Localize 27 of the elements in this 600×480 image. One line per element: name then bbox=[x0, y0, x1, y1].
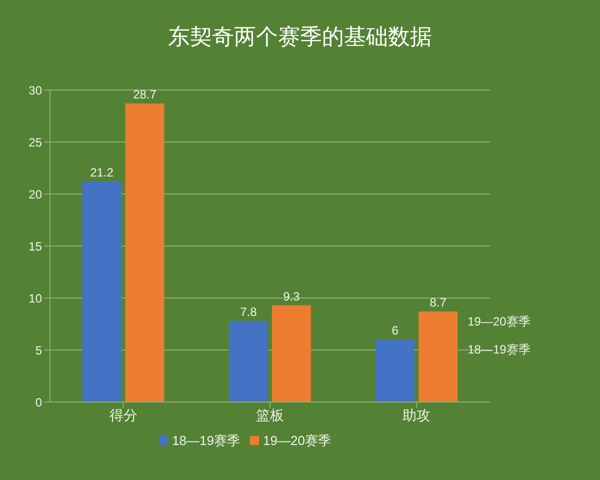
y-tick-label: 15 bbox=[28, 239, 42, 254]
x-tick-label: 篮板 bbox=[256, 406, 284, 423]
data-label: 6 bbox=[392, 324, 399, 338]
text: 18—19赛季 bbox=[468, 342, 530, 357]
data-label: 28.7 bbox=[133, 88, 157, 102]
text: 19—20赛季 bbox=[468, 314, 530, 329]
y-tick-label: 0 bbox=[35, 395, 42, 410]
x-tick-label: 得分 bbox=[109, 406, 138, 423]
bar bbox=[228, 320, 268, 402]
bar bbox=[376, 340, 415, 402]
data-label: 21.2 bbox=[90, 166, 114, 180]
legend-label: 18—19赛季 bbox=[172, 433, 240, 448]
data-label: 7.8 bbox=[240, 304, 258, 319]
data-label: 9.3 bbox=[283, 289, 300, 304]
y-tick-label: 5 bbox=[35, 343, 42, 358]
y-tick-label: 20 bbox=[28, 187, 42, 202]
y-tick-label: 10 bbox=[28, 291, 42, 306]
bar bbox=[418, 312, 458, 402]
y-tick-label: 30 bbox=[28, 83, 42, 98]
chart-title: 东契奇两个赛季的基础数据 bbox=[167, 23, 433, 51]
bar bbox=[82, 182, 122, 402]
bar bbox=[272, 305, 311, 402]
legend-label: 19—20赛季 bbox=[263, 433, 331, 448]
bar bbox=[125, 104, 164, 402]
data-label: 8.7 bbox=[430, 296, 447, 310]
y-tick-label: 25 bbox=[28, 135, 42, 150]
x-tick-label: 助攻 bbox=[402, 406, 431, 423]
